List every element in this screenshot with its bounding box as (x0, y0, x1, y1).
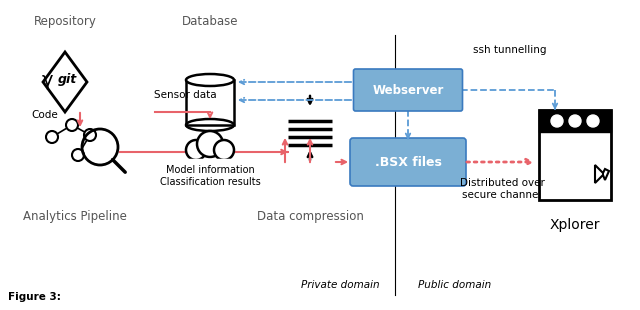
Text: Database: Database (182, 15, 238, 28)
FancyBboxPatch shape (350, 138, 466, 186)
Text: Xplorer: Xplorer (550, 218, 600, 232)
Text: Private domain: Private domain (301, 280, 380, 290)
Text: Distributed over
secure channel: Distributed over secure channel (460, 178, 545, 200)
Text: .BSX files: .BSX files (374, 156, 442, 169)
Circle shape (72, 149, 84, 161)
Text: Figure 3:: Figure 3: (8, 292, 61, 302)
Circle shape (551, 115, 563, 127)
Circle shape (214, 140, 234, 160)
Circle shape (84, 129, 96, 141)
Circle shape (197, 131, 223, 157)
Ellipse shape (186, 74, 234, 86)
Text: Classification results: Classification results (159, 177, 260, 187)
Text: Model information: Model information (166, 165, 254, 175)
FancyBboxPatch shape (539, 110, 611, 200)
Text: Data compression: Data compression (257, 210, 364, 223)
Text: Analytics Pipeline: Analytics Pipeline (23, 210, 127, 223)
Text: γ: γ (41, 70, 52, 90)
Text: ssh tunnelling: ssh tunnelling (473, 45, 547, 55)
Text: Sensor data: Sensor data (154, 90, 216, 100)
Circle shape (66, 119, 78, 131)
Circle shape (46, 131, 58, 143)
Circle shape (587, 115, 599, 127)
Text: Webserver: Webserver (372, 83, 444, 96)
Text: Code: Code (31, 110, 58, 120)
Text: Public domain: Public domain (419, 280, 492, 290)
Text: git: git (58, 73, 77, 86)
FancyBboxPatch shape (353, 69, 463, 111)
Text: Repository: Repository (33, 15, 97, 28)
Bar (539, 110, 611, 132)
Circle shape (569, 115, 581, 127)
Polygon shape (595, 165, 609, 183)
Circle shape (186, 140, 206, 160)
